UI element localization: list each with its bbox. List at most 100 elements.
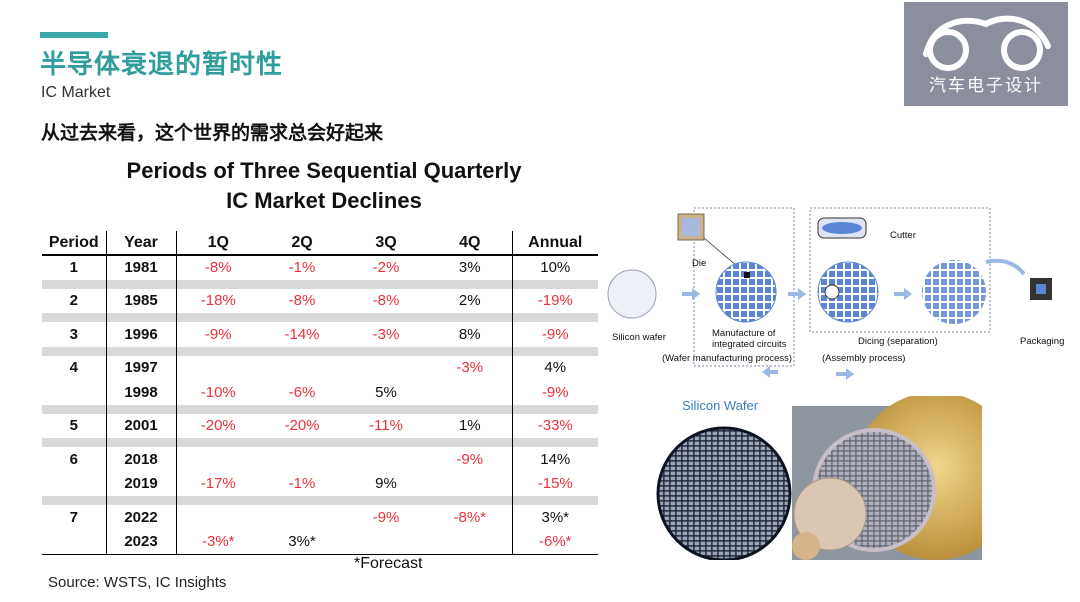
table-cell-q1 [176,356,260,381]
table-cell-annual: -33% [511,413,598,438]
table-cell-year: 2023 [106,529,177,555]
table-cell-q4: -3% [456,359,484,377]
table-row: 2019 -17% -1% 9% -15% [42,471,598,496]
spacer-cell [511,496,598,505]
column-header: 4Q [428,231,512,256]
table-cell-period [42,529,107,555]
spacer-cell [428,496,512,505]
table-cell-q4 [428,380,512,405]
table-cell-q3 [344,529,428,555]
table-cell-q3: -3% [372,325,400,343]
table-cell-year: 1996 [106,322,177,347]
spacer-cell [344,438,428,447]
spacer-cell [511,404,598,414]
forecast-note: *Forecast [354,555,423,572]
table-cell-q3 [344,356,428,381]
table-row: 3 1996 -9% -14% -3% 8% -9% [42,322,598,347]
table-cell-annual: 3%* [511,505,598,530]
brand-logo: 汽车电子设计 [904,2,1068,106]
table-title-line1: Periods of Three Sequential Quarterly [126,158,522,183]
column-header: 1Q [176,231,260,256]
spacer-cell [176,313,260,322]
table-cell-q1: -9% [204,325,232,343]
packaging-label: Packaging [1020,336,1065,347]
table-cell-q3: 5% [375,383,397,401]
table-cell-year: 1985 [106,288,177,313]
cutter-label: Cutter [890,230,916,241]
table-cell-q3: 9% [375,475,397,493]
spacer-cell [42,496,107,505]
table-cell-q2: -14% [284,325,320,343]
table-title: Periods of Three Sequential Quarterly IC… [40,156,608,216]
table-cell-q1: -10% [200,383,236,401]
table-cell-q3: -2% [372,259,400,277]
spacer-cell [106,404,177,414]
spacer-cell [176,438,260,447]
assembly-process-label: (Assembly process) [822,353,906,364]
table-cell-q2 [260,447,344,472]
table-cell-q3 [344,447,428,472]
logo-text: 汽车电子设计 [929,76,1043,96]
table-cell-q4: -8%* [453,508,486,526]
table-header-row: Period Year 1Q 2Q 3Q 4Q Annual [42,231,598,256]
table-cell-year: 1998 [106,380,177,405]
table-cell-annual: 4% [511,355,598,380]
table-cell-annual: 10% [511,255,598,280]
table-cell-q4 [428,529,512,555]
column-header: Period [42,231,107,256]
table-cell-q4: 8% [458,325,481,343]
table-cell-q2: -6% [288,383,316,401]
table-cell-q3: -9% [372,508,400,526]
spacer-cell [42,313,107,322]
manufacture-label-line2: integrated circuits [712,339,787,350]
manufacture-label-line1: Manufacture of [712,328,776,339]
table-cell-annual: -9% [511,322,598,347]
table-cell-period: 5 [42,413,107,438]
table-row: 5 2001 -20% -20% -11% 1% -33% [42,413,598,438]
spacer-cell [344,313,428,322]
spacer-cell [42,279,107,289]
headline: 从过去来看，这个世界的需求总会好起来 [41,122,384,144]
table-cell-period: 1 [42,255,107,280]
spacer-cell [260,313,344,322]
spacer-cell [106,313,177,322]
spacer-cell [106,346,177,356]
spacer-cell [42,404,107,414]
table-row: 2 1985 -18% -8% -8% 2% -19% [42,288,598,313]
table-cell-period [42,471,107,496]
table-cell-annual: -6%* [511,529,598,555]
title-accent-bar [40,32,108,38]
process-diagram-graphic [607,207,1052,380]
spacer-cell [511,438,598,447]
table-cell-period: 4 [42,355,107,380]
silicon-wafer-photo-label: Silicon Wafer [682,398,759,413]
table-cell-q1: -18% [200,292,236,310]
spacer-cell [260,404,344,414]
column-header: 2Q [260,231,344,256]
table-cell-period [42,380,107,405]
table-cell-year: 1981 [106,255,177,280]
wafer-photo-graphic [652,392,1020,562]
die-label: Die [692,258,707,269]
table-cell-q2: -1% [288,475,316,493]
slide-subtitle: IC Market [41,84,111,101]
spacer-cell [344,404,428,414]
table-row: 4 1997 -3% 4% [42,355,598,381]
table-row: 6 2018 -9% 14% [42,447,598,472]
table-body: 1 1981 -8% -1% -2% 3% 10% 2 1985 -18% -8% -8% 2% -19%… [42,255,598,555]
table-cell-q1 [176,505,260,530]
table-cell-q1: -3%* [176,529,260,555]
table-cell-q2: -8% [288,292,316,310]
table-spacer-row [42,404,598,414]
table-cell-q4: 1% [458,417,481,435]
table-cell-q2: 3%* [260,529,344,555]
table-cell-year: 2019 [106,471,177,496]
spacer-cell [176,279,260,289]
spacer-cell [176,346,260,356]
table-cell-q1: -17% [200,475,236,493]
spacer-cell [260,496,344,505]
table-cell-q3: -11% [369,417,403,435]
table-cell-period: 2 [42,288,107,313]
table-spacer-row [42,438,598,447]
manufacture-label: Manufacture of integrated circuits [712,328,786,350]
